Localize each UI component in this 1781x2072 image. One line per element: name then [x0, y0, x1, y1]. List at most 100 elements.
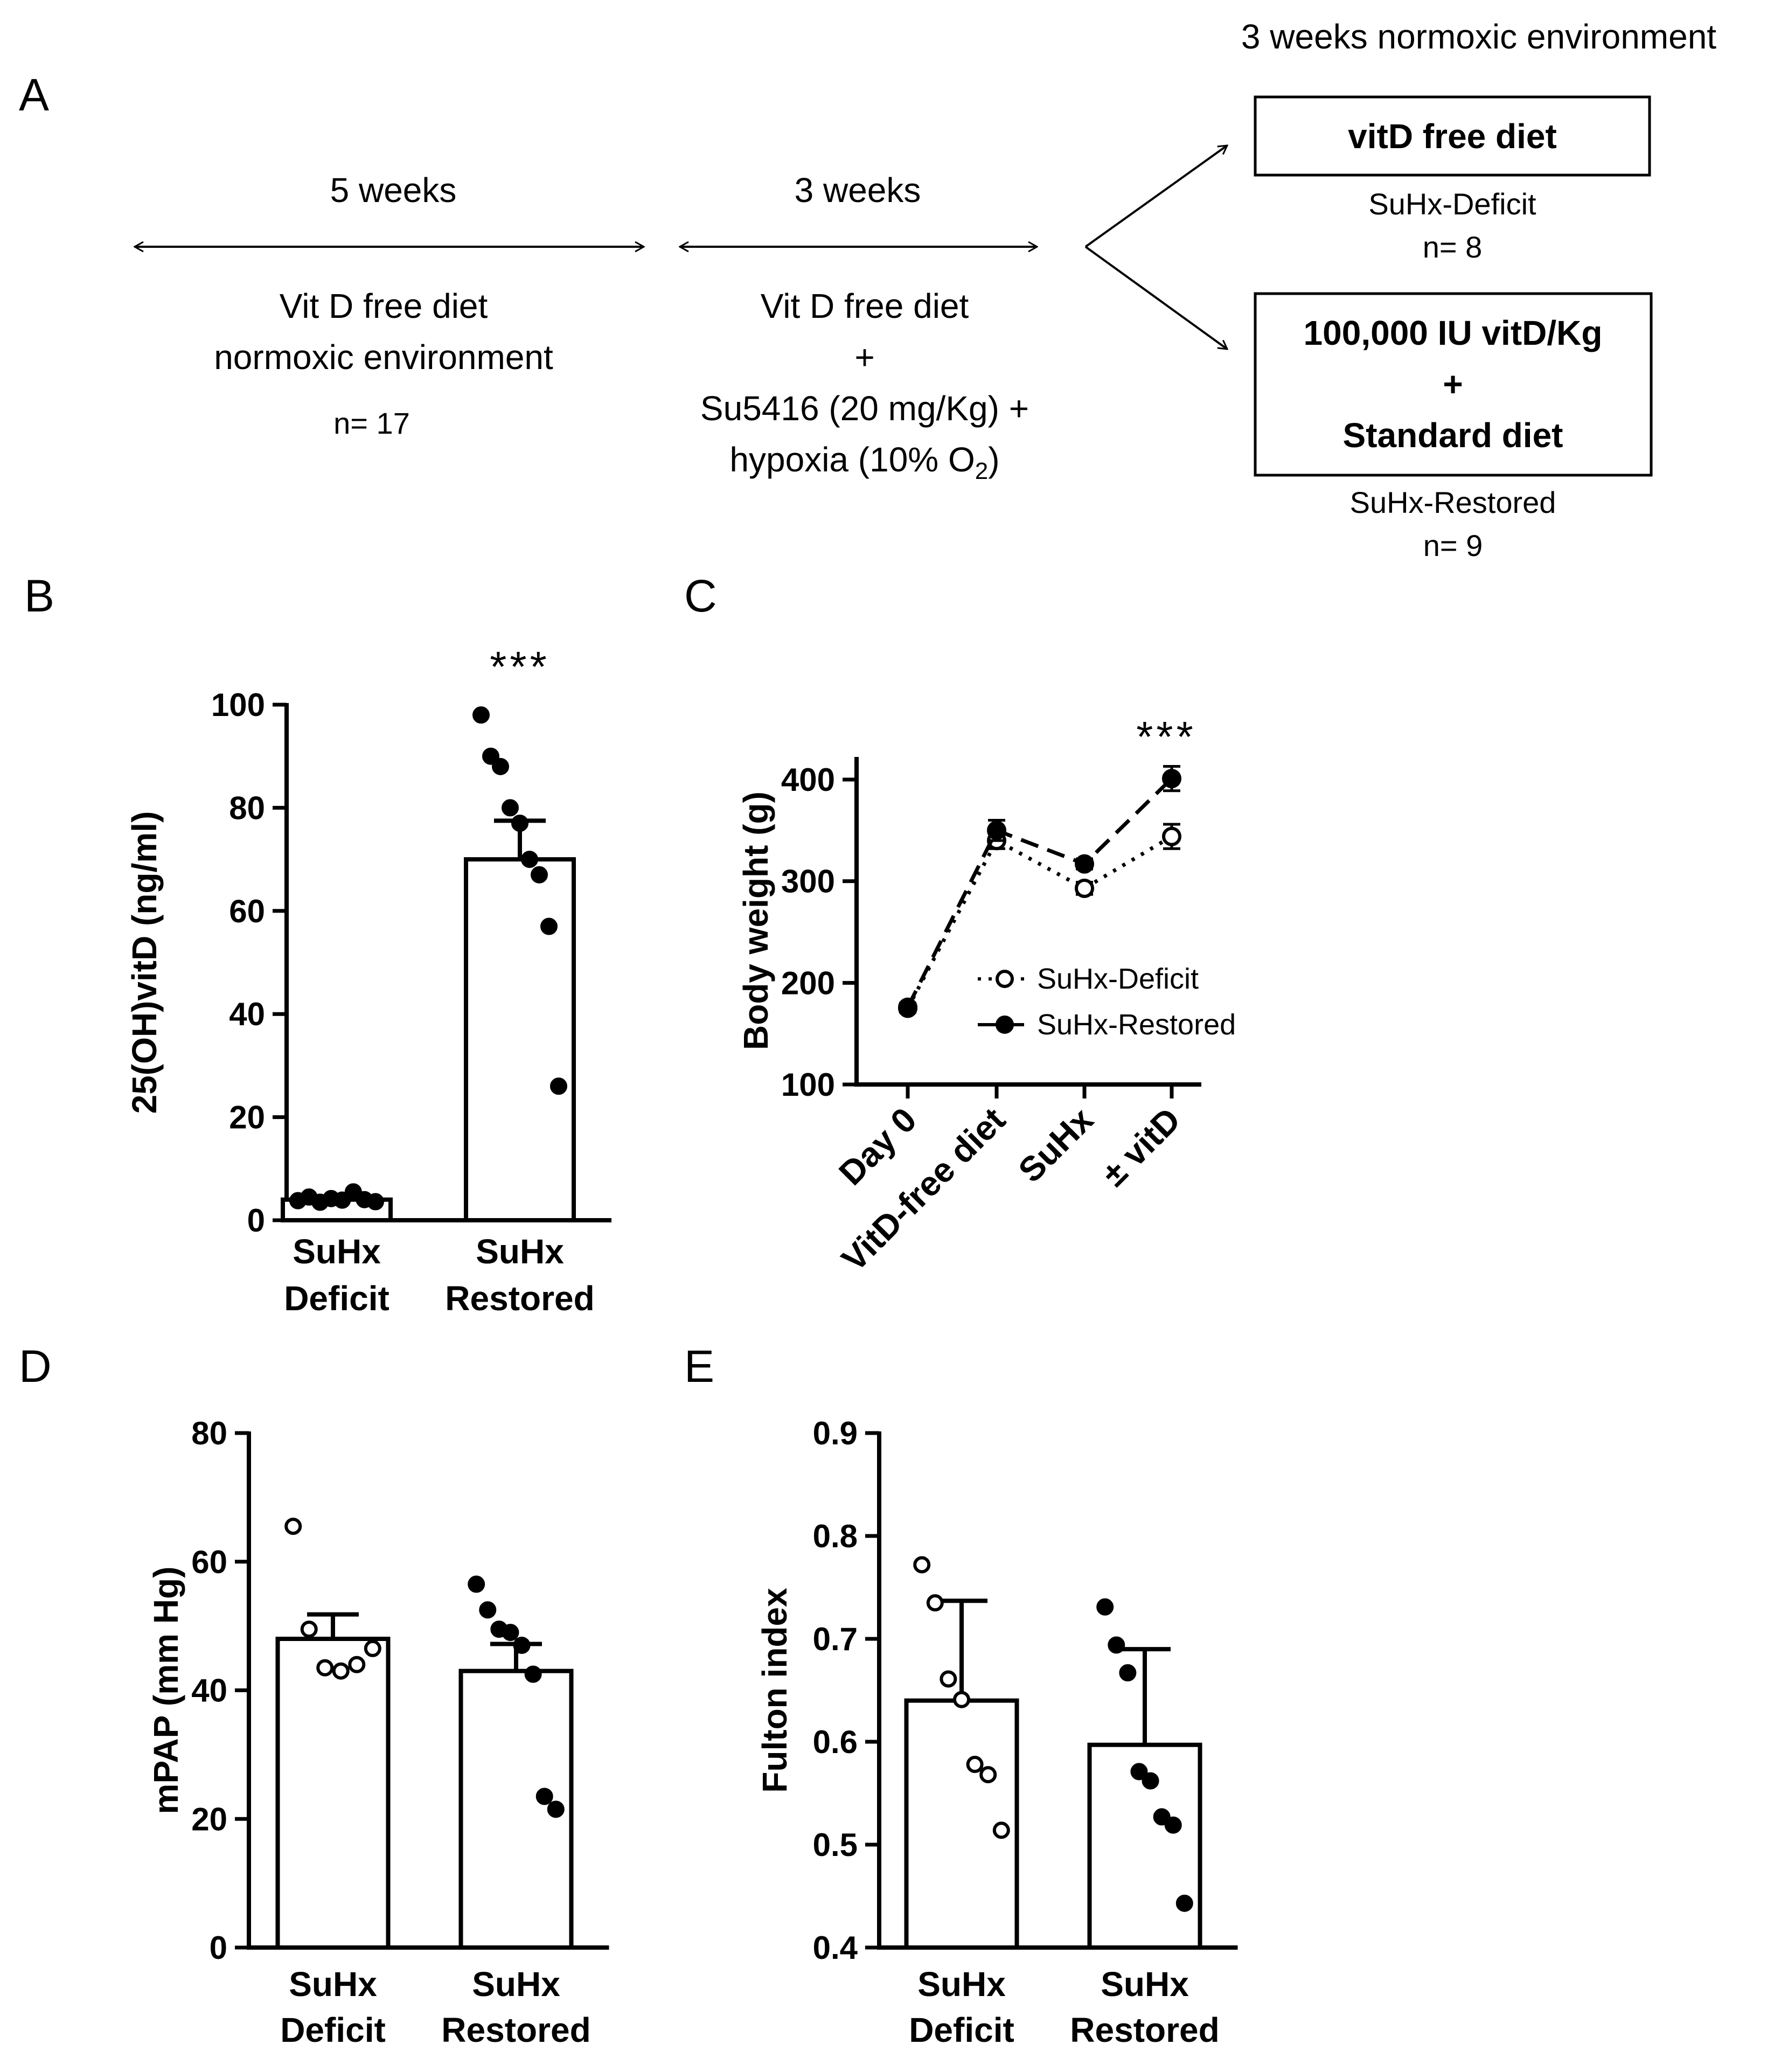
data-point	[987, 821, 1006, 840]
data-point	[898, 997, 917, 1017]
data-point	[479, 1601, 497, 1619]
deficit-diet-box	[1254, 95, 1651, 177]
data-point	[1175, 1894, 1193, 1912]
branch-arrow-deficit	[1084, 145, 1227, 248]
category-label: ± vitD	[1094, 1100, 1188, 1194]
data-point	[1164, 1816, 1182, 1834]
panel-d-letter: D	[19, 1341, 52, 1392]
y-tick-label: 0	[210, 1930, 227, 1966]
legend-marker	[996, 1016, 1014, 1034]
data-point	[992, 1821, 1010, 1839]
series-line	[906, 777, 1173, 1009]
y-axis-title: mPAP (mm Hg)	[147, 1567, 185, 1814]
legend-label: SuHx-Restored	[1037, 1009, 1236, 1041]
branch-arrow-restored	[1084, 246, 1227, 349]
data-point	[524, 1665, 542, 1683]
group1-n: n= 8	[1423, 230, 1483, 264]
group2-n: n= 9	[1423, 529, 1483, 562]
y-tick-label: 40	[191, 1673, 227, 1709]
chart-b: 0 20 40 60 80 100 25(OH)vitD (ng/ml) SuHx Defici…	[125, 643, 611, 1318]
y-tick-label: 0.8	[813, 1518, 858, 1554]
chart-e: 0.4 0.5 0.6 0.7 0.8 0.9 Fulton index SuHx Defici…	[755, 1415, 1238, 2049]
y-tick-label: 300	[781, 864, 835, 900]
data-point	[1142, 1772, 1159, 1790]
bar	[275, 1637, 391, 1950]
data-point	[979, 1766, 997, 1784]
data-point	[367, 1193, 384, 1211]
data-point	[535, 1788, 553, 1805]
data-point	[472, 706, 490, 724]
category-label: SuHx	[1101, 1965, 1189, 2004]
data-point	[332, 1662, 350, 1680]
panel-e-letter: E	[684, 1341, 714, 1392]
data-point	[531, 866, 548, 884]
y-tick-label: 20	[191, 1801, 227, 1837]
data-point	[1162, 826, 1181, 846]
y-tick-label: 0.9	[813, 1415, 858, 1451]
restored-diet-line1: 100,000 IU vitD/Kg	[1304, 314, 1603, 352]
phase1-diet: Vit D free diet	[280, 287, 488, 325]
panel-a-letter: A	[19, 69, 49, 120]
data-point	[344, 1183, 362, 1201]
data-point	[468, 1575, 485, 1593]
y-tick-label: 100	[211, 687, 265, 723]
panel-b-letter: B	[24, 571, 54, 621]
y-tick-label: 0.6	[813, 1724, 858, 1760]
data-point	[547, 1800, 565, 1818]
phase2-plus: +	[854, 338, 874, 377]
data-point	[502, 799, 519, 817]
data-point	[1075, 878, 1094, 898]
chart-d: 0 20 40 60 80 mPAP (mm Hg) SuHx Deficit SuHx Rest…	[147, 1415, 609, 2049]
y-tick-label: 60	[191, 1544, 227, 1580]
data-point	[492, 757, 509, 775]
phase2-su5416: Su5416 (20 mg/Kg) +	[700, 389, 1029, 428]
y-tick-label: 80	[229, 790, 265, 826]
category-label: SuHx	[293, 1232, 381, 1271]
phase3-title: 3 weeks normoxic environment	[1241, 17, 1716, 56]
data-point	[940, 1670, 957, 1688]
phase2-duration: 3 weeks	[795, 171, 921, 210]
y-tick-label: 0.7	[813, 1621, 858, 1657]
data-point	[913, 1556, 931, 1574]
series-line	[906, 835, 1173, 1010]
y-tick-label: 0.4	[813, 1930, 858, 1966]
y-tick-label: 80	[191, 1415, 227, 1451]
y-axis-title: 25(OH)vitD (ng/ml)	[125, 811, 164, 1114]
category-label: Deficit	[280, 2011, 386, 2049]
data-point	[348, 1656, 366, 1673]
y-tick-label: 400	[781, 762, 835, 798]
group1-name: SuHx-Deficit	[1368, 187, 1536, 221]
legend-label: SuHx-Deficit	[1037, 963, 1199, 995]
data-point	[521, 851, 538, 868]
data-point	[1096, 1598, 1114, 1616]
y-tick-label: 200	[781, 965, 835, 1001]
phase2-hypoxia: hypoxia (10% O2)	[729, 440, 999, 484]
significance-stars: ***	[490, 643, 549, 691]
restored-diet-line3: Standard diet	[1343, 416, 1563, 455]
phase2-diet: Vit D free diet	[761, 287, 969, 325]
data-point	[540, 917, 558, 935]
y-tick-label: 0	[247, 1202, 265, 1239]
data-point	[502, 1624, 519, 1642]
category-label: SuHx	[472, 1965, 560, 2004]
category-label: Restored	[441, 2011, 590, 2049]
category-label: SuHx	[917, 1965, 1006, 2004]
y-tick-label: 40	[229, 996, 265, 1032]
restored-diet-box	[1254, 292, 1653, 477]
panel-a: A 5 weeks Vit D free diet normoxic envir…	[19, 17, 1716, 562]
y-axis-title: Fulton index	[755, 1588, 794, 1793]
category-label: Restored	[445, 1279, 594, 1318]
legend-marker	[996, 970, 1014, 988]
restored-diet-line2: +	[1443, 365, 1463, 404]
data-point	[284, 1518, 302, 1535]
data-point	[1153, 1808, 1171, 1826]
bar	[464, 857, 576, 1222]
category-label: SuHx	[476, 1232, 564, 1271]
phase1-environment: normoxic environment	[214, 338, 553, 377]
data-point	[364, 1639, 381, 1657]
data-point	[1075, 854, 1094, 874]
y-tick-label: 100	[781, 1067, 835, 1103]
y-tick-label: 20	[229, 1100, 265, 1136]
data-point	[1162, 769, 1181, 789]
